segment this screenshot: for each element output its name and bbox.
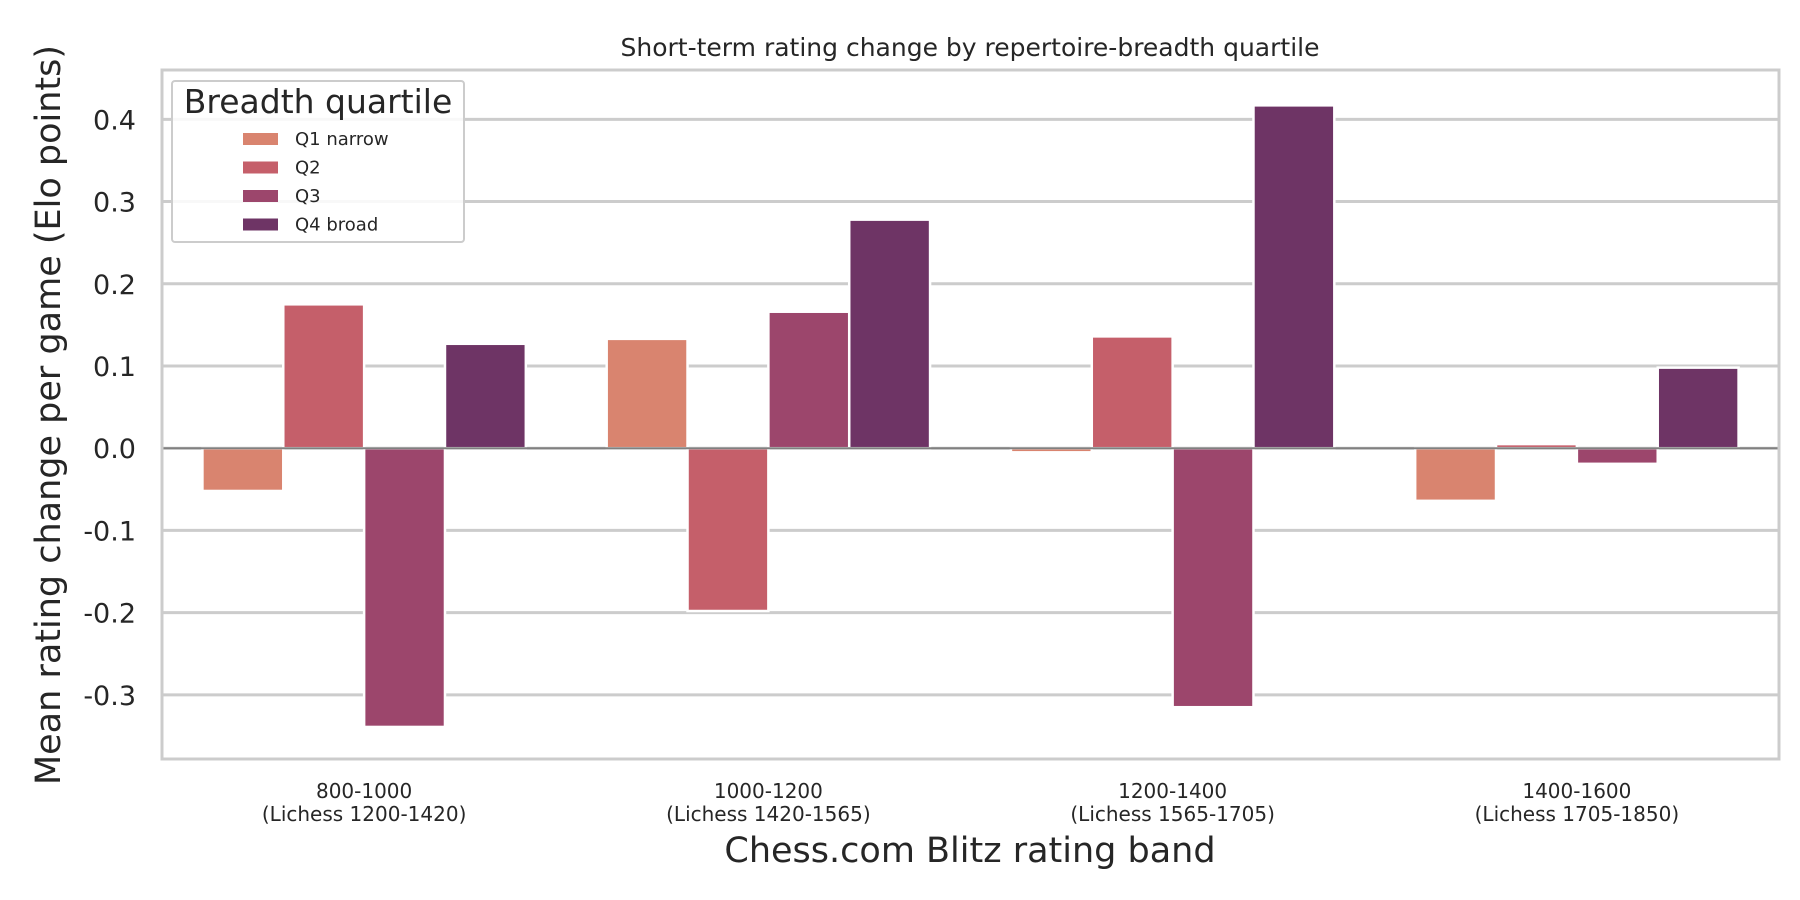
y-tick-label: 0.1 [93,352,136,383]
bar-q3-1 [767,310,851,450]
legend: Breadth quartile Q1 narrow Q2 Q3 Q4 broad [171,80,465,243]
legend-swatch [243,133,278,145]
x-tick-labels: 800-1000(Lichess 1200-1420)1000-1200(Lic… [262,779,1679,826]
x-tick-label: 800-1000 [316,779,412,803]
plot-frame [160,68,1781,761]
y-tick-label: -0.2 [83,599,136,630]
x-axis-label: Chess.com Blitz rating band [724,831,1215,871]
y-tick-label: 0.2 [93,270,136,301]
legend-label: Q2 [295,158,321,179]
bar-q4-broad-2 [1252,104,1336,450]
legend-items: Q1 narrow Q2 Q3 Q4 broad [243,129,389,236]
legend-title: Breadth quartile [184,82,453,121]
bar-q4-broad-3 [1656,366,1740,450]
x-tick-label: (Lichess 1420-1565) [666,802,871,826]
bar-q2-1 [686,446,770,613]
x-tick-label: (Lichess 1565-1705) [1070,802,1275,826]
x-tick-label: (Lichess 1705-1850) [1475,802,1680,826]
legend-swatch [243,218,278,231]
bar-layer [201,104,1740,729]
bar-q4-broad-1 [847,218,932,450]
bar-q1-narrow-1 [605,337,689,450]
bar-q2-0 [282,303,366,450]
chart-title: Short-term rating change by repertoire-b… [621,33,1320,62]
y-tick-label: 0.4 [93,105,136,136]
bar-q3-3 [1575,446,1659,466]
legend-label: Q3 [295,186,321,207]
y-tick-label: -0.3 [83,681,136,712]
y-tick-label: -0.1 [83,516,136,547]
bar-q1-narrow-3 [1413,446,1498,503]
legend-label: Q4 broad [295,215,378,236]
bar-q3-2 [1171,446,1255,709]
x-tick-label: (Lichess 1200-1420) [262,802,467,826]
legend-label: Q1 narrow [295,129,389,150]
y-tick-labels: 0.4 0.3 0.2 0.1 0.0 -0.1 -0.2 -0.3 [83,105,136,712]
y-tick-label: 0.3 [93,188,136,219]
y-axis-label: Mean rating change per game (Elo points) [29,45,69,785]
bar-q2-2 [1090,335,1174,450]
x-tick-label: 1400-1600 [1522,779,1631,803]
bar-q1-narrow-0 [201,446,285,493]
bar-q3-0 [362,446,447,729]
x-tick-label: 1000-1200 [714,779,823,803]
bar-q4-broad-0 [443,342,528,450]
y-tick-label: 0.0 [93,434,136,465]
x-tick-label: 1200-1400 [1118,779,1227,803]
legend-swatch [243,161,278,174]
legend-swatch [243,190,278,202]
